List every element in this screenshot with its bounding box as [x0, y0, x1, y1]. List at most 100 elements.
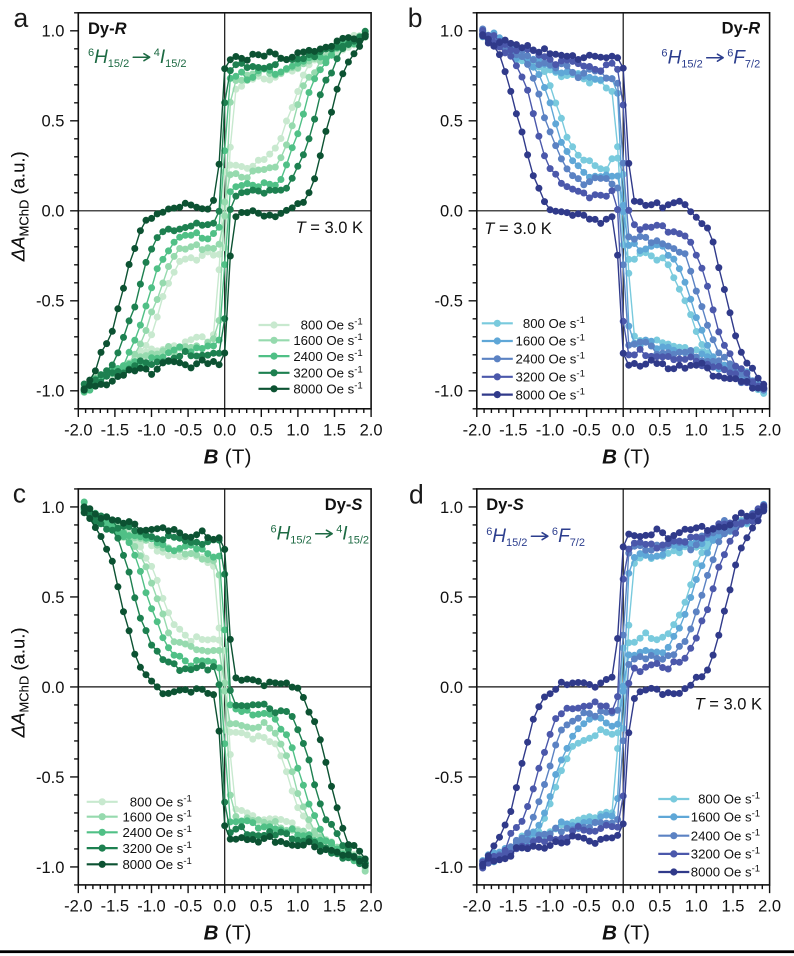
svg-text:ΔAMChD (a.u.): ΔAMChD (a.u.) [7, 151, 31, 262]
svg-text:0.5: 0.5 [41, 589, 64, 607]
svg-text:T = 3.0 K: T = 3.0 K [695, 696, 762, 714]
svg-text:1.0: 1.0 [685, 898, 708, 916]
svg-text:15/2: 15/2 [165, 58, 186, 70]
svg-text:Oe s-1: Oe s-1 [720, 791, 760, 807]
svg-text:800: 800 [698, 792, 720, 807]
svg-text:2.0: 2.0 [360, 898, 383, 916]
svg-text:1.0: 1.0 [41, 499, 64, 517]
svg-text:-2.0: -2.0 [64, 898, 92, 916]
svg-text:I: I [342, 524, 348, 545]
svg-text:Oe s-1: Oe s-1 [545, 315, 585, 331]
svg-text:7/2: 7/2 [570, 537, 585, 549]
svg-text:0.0: 0.0 [440, 203, 463, 221]
svg-text:Oe s-1: Oe s-1 [720, 809, 760, 825]
svg-text:ΔAMChD (a.u.): ΔAMChD (a.u.) [7, 627, 31, 738]
svg-text:3200: 3200 [691, 847, 720, 862]
svg-text:1.0: 1.0 [440, 23, 463, 41]
svg-text:2.0: 2.0 [758, 422, 781, 440]
svg-text:4: 4 [336, 524, 342, 536]
svg-text:6: 6 [552, 526, 558, 538]
svg-text:0.0: 0.0 [213, 898, 236, 916]
svg-text:7/2: 7/2 [745, 59, 760, 71]
svg-text:-1.0: -1.0 [434, 383, 462, 401]
svg-text:H: H [668, 48, 682, 69]
svg-text:1600: 1600 [691, 810, 720, 825]
svg-text:1.0: 1.0 [440, 499, 463, 517]
svg-text:0.0: 0.0 [440, 679, 463, 697]
svg-text:800: 800 [523, 316, 545, 331]
svg-text:Oe s-1: Oe s-1 [720, 846, 760, 862]
svg-text:ΔAMChD (a.u.): ΔAMChD (a.u.) [7, 151, 31, 262]
svg-text:15/2: 15/2 [108, 58, 129, 70]
svg-text:3200: 3200 [122, 841, 151, 856]
svg-text:0.5: 0.5 [440, 589, 463, 607]
svg-text:1.0: 1.0 [685, 422, 708, 440]
svg-text:Oe s-1: Oe s-1 [152, 840, 192, 856]
svg-text:c: c [13, 479, 26, 509]
svg-text:Oe s-1: Oe s-1 [323, 317, 363, 333]
svg-text:15/2: 15/2 [681, 59, 702, 71]
svg-text:0.0: 0.0 [612, 422, 635, 440]
svg-text:ΔAMChD (a.u.): ΔAMChD (a.u.) [7, 627, 31, 738]
svg-text:Dy-S: Dy-S [486, 496, 524, 514]
svg-text:-0.5: -0.5 [174, 898, 202, 916]
svg-text:Oe s-1: Oe s-1 [323, 365, 363, 381]
svg-text:2400: 2400 [691, 828, 720, 843]
svg-text:15/2: 15/2 [290, 535, 311, 547]
svg-text:2.0: 2.0 [360, 422, 383, 440]
svg-text:d: d [409, 480, 424, 510]
svg-text:-0.5: -0.5 [434, 293, 462, 311]
svg-text:-1.5: -1.5 [101, 422, 129, 440]
svg-text:8000: 8000 [293, 382, 322, 397]
svg-text:T = 3.0 K: T = 3.0 K [296, 219, 363, 237]
svg-text:H: H [492, 526, 506, 547]
svg-text:-1.0: -1.0 [137, 422, 165, 440]
svg-text:6: 6 [661, 48, 667, 60]
svg-text:Oe s-1: Oe s-1 [323, 332, 363, 348]
svg-text:Oe s-1: Oe s-1 [545, 351, 585, 367]
svg-text:H: H [94, 47, 108, 68]
svg-text:Dy-S: Dy-S [325, 496, 363, 514]
svg-text:Oe s-1: Oe s-1 [545, 369, 585, 385]
svg-text:8000: 8000 [516, 387, 545, 402]
svg-text:Dy-R: Dy-R [722, 19, 761, 37]
svg-text:-1.0: -1.0 [536, 422, 564, 440]
svg-text:Oe s-1: Oe s-1 [152, 808, 192, 824]
svg-text:1.5: 1.5 [323, 898, 346, 916]
svg-text:b: b [408, 3, 423, 33]
svg-text:15/2: 15/2 [506, 537, 527, 549]
svg-text:6: 6 [486, 526, 492, 538]
svg-text:0.5: 0.5 [440, 113, 463, 131]
svg-text:0.0: 0.0 [612, 898, 635, 916]
svg-text:-1.5: -1.5 [499, 422, 527, 440]
svg-text:0.0: 0.0 [41, 203, 64, 221]
svg-text:Oe s-1: Oe s-1 [323, 348, 363, 364]
svg-text:-2.0: -2.0 [463, 422, 491, 440]
svg-text:B (T): B (T) [204, 446, 252, 469]
svg-text:-1.0: -1.0 [434, 859, 462, 877]
svg-text:Oe s-1: Oe s-1 [720, 827, 760, 843]
svg-text:-1.5: -1.5 [101, 898, 129, 916]
svg-text:-0.5: -0.5 [36, 293, 64, 311]
svg-text:I: I [160, 47, 166, 68]
svg-text:0.0: 0.0 [213, 422, 236, 440]
svg-text:1.5: 1.5 [722, 422, 745, 440]
svg-text:-0.5: -0.5 [572, 422, 600, 440]
svg-text:3200: 3200 [516, 370, 545, 385]
svg-text:-1.0: -1.0 [536, 898, 564, 916]
svg-text:a: a [14, 3, 29, 33]
svg-text:Oe s-1: Oe s-1 [152, 856, 192, 872]
svg-text:F: F [558, 526, 571, 547]
svg-text:8000: 8000 [122, 857, 151, 872]
svg-text:2400: 2400 [516, 352, 545, 367]
svg-text:1.0: 1.0 [286, 898, 309, 916]
svg-text:3200: 3200 [293, 366, 322, 381]
svg-text:F: F [733, 48, 746, 69]
svg-text:800: 800 [130, 795, 152, 810]
svg-text:B (T): B (T) [602, 446, 650, 469]
svg-text:H: H [277, 524, 291, 545]
svg-text:800: 800 [301, 318, 323, 333]
svg-text:-0.5: -0.5 [36, 769, 64, 787]
svg-text:-1.5: -1.5 [499, 898, 527, 916]
svg-text:2.0: 2.0 [758, 898, 781, 916]
